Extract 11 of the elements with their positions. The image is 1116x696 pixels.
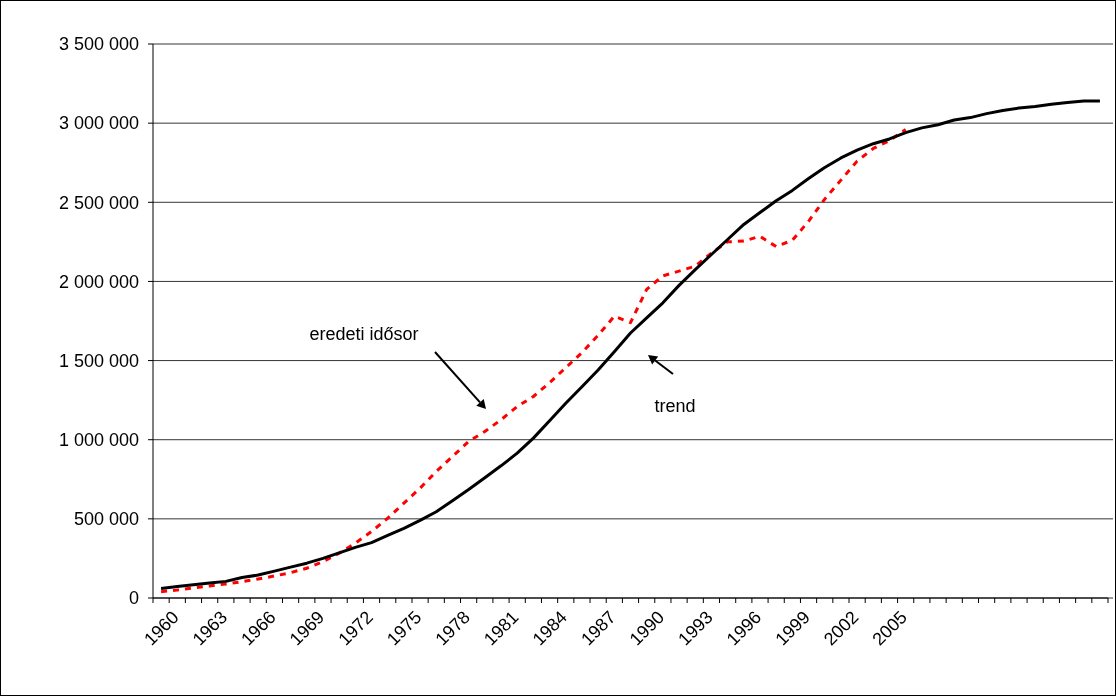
annotation: trend <box>654 396 696 417</box>
y-tick-label: 1 000 000 <box>58 430 139 451</box>
line-series <box>159 127 908 594</box>
y-tick-label: 3 500 000 <box>58 34 139 55</box>
y-tick-label: 500 000 <box>73 509 139 530</box>
y-tick-label: 0 <box>128 588 139 609</box>
y-tick-label: 2 500 000 <box>58 192 139 213</box>
y-tick-label: 2 000 000 <box>58 271 139 292</box>
annotation: eredeti idősor <box>309 324 419 345</box>
y-tick-label: 3 000 000 <box>58 113 139 134</box>
y-tick-label: 1 500 000 <box>58 350 139 371</box>
